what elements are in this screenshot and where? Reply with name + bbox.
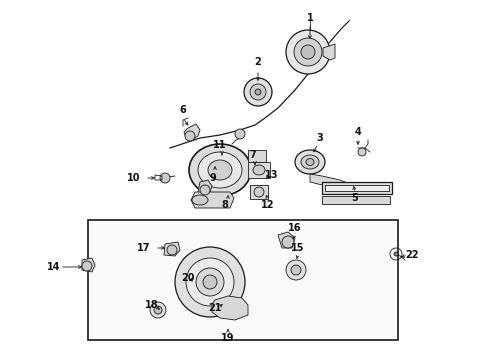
Polygon shape: [184, 124, 200, 140]
Text: 3: 3: [317, 133, 323, 143]
Bar: [88, 220, 398, 340]
Polygon shape: [164, 242, 180, 256]
Text: 8: 8: [221, 200, 228, 210]
Text: 10: 10: [126, 173, 140, 183]
Text: 12: 12: [261, 200, 275, 210]
Text: 6: 6: [180, 105, 186, 115]
Circle shape: [196, 268, 224, 296]
Bar: [250, 185, 268, 199]
Circle shape: [235, 129, 245, 139]
Circle shape: [394, 252, 398, 256]
Circle shape: [167, 245, 177, 255]
Text: 20: 20: [181, 273, 195, 283]
Text: 22: 22: [405, 250, 419, 260]
Ellipse shape: [301, 155, 319, 169]
Text: 5: 5: [352, 193, 358, 203]
Text: 7: 7: [249, 150, 256, 160]
Circle shape: [154, 306, 162, 314]
Circle shape: [160, 173, 170, 183]
Text: 16: 16: [288, 223, 302, 233]
Bar: [322, 182, 392, 194]
Polygon shape: [191, 192, 234, 208]
Polygon shape: [212, 296, 248, 320]
Polygon shape: [82, 258, 95, 272]
Circle shape: [186, 258, 234, 306]
Ellipse shape: [189, 144, 251, 196]
Text: 17: 17: [137, 243, 150, 253]
Ellipse shape: [192, 195, 208, 205]
Ellipse shape: [295, 150, 325, 174]
Text: 15: 15: [291, 243, 305, 253]
Text: 2: 2: [255, 57, 261, 67]
Text: 19: 19: [221, 333, 235, 343]
Text: 11: 11: [213, 140, 227, 150]
Polygon shape: [278, 232, 295, 248]
Circle shape: [200, 185, 210, 195]
Circle shape: [358, 148, 366, 156]
Circle shape: [244, 78, 272, 106]
Circle shape: [175, 247, 245, 317]
Circle shape: [185, 131, 195, 141]
Text: 13: 13: [265, 170, 279, 180]
Circle shape: [282, 236, 294, 248]
Ellipse shape: [198, 152, 242, 188]
Ellipse shape: [253, 165, 265, 175]
Bar: [325, 185, 389, 191]
Text: 1: 1: [307, 13, 314, 23]
Circle shape: [150, 302, 166, 318]
Text: 9: 9: [210, 173, 217, 183]
Text: 4: 4: [355, 127, 362, 137]
Circle shape: [255, 89, 261, 95]
Circle shape: [254, 187, 264, 197]
Bar: [248, 150, 266, 162]
Circle shape: [203, 275, 217, 289]
Circle shape: [294, 38, 322, 66]
Circle shape: [291, 265, 301, 275]
Ellipse shape: [208, 160, 232, 180]
Text: 14: 14: [47, 262, 61, 272]
Bar: [322, 196, 390, 204]
Ellipse shape: [306, 158, 314, 166]
Circle shape: [286, 30, 330, 74]
Circle shape: [301, 45, 315, 59]
Bar: [248, 162, 270, 178]
Circle shape: [250, 84, 266, 100]
Circle shape: [286, 260, 306, 280]
Polygon shape: [323, 44, 335, 60]
Polygon shape: [198, 180, 212, 196]
Text: 18: 18: [145, 300, 159, 310]
Text: 21: 21: [208, 303, 222, 313]
Circle shape: [82, 261, 92, 271]
Polygon shape: [310, 174, 355, 192]
